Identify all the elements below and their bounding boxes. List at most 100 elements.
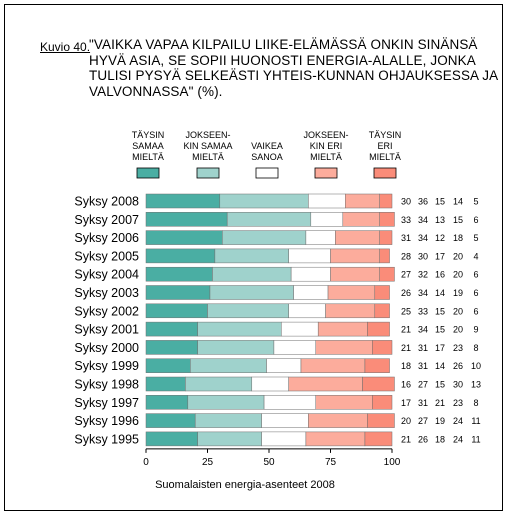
category-label: Syksy 1998	[74, 378, 139, 392]
x-axis: 0 25 50 75 100	[143, 448, 401, 468]
legend-label: ERI	[377, 141, 392, 151]
bar-vaikea-sanoa-syksy-1998	[251, 376, 289, 392]
bar-jokseenkin-eri-mielta-syksy-1997	[315, 395, 373, 410]
value-label: 16	[401, 380, 411, 390]
value-label: 11	[471, 416, 480, 426]
value-label: 34	[418, 288, 428, 298]
legend-label: JOKSEEN-	[303, 130, 348, 140]
value-label: 26	[453, 361, 463, 371]
bar-jokseenkin-samaa-mielta-syksy-1998	[185, 376, 253, 392]
category-label: Syksy 2006	[74, 231, 139, 245]
bar-vaikea-sanoa-syksy-2008	[308, 193, 346, 209]
value-label: 21	[401, 325, 411, 335]
bar-jokseenkin-samaa-mielta-syksy-1995	[197, 431, 262, 447]
value-label: 14	[453, 197, 463, 207]
bar-jokseenkin-eri-mielta-syksy-1995	[305, 431, 366, 447]
bar-taysin-samaa-mielta-syksy-1998	[145, 376, 186, 392]
bar-taysin-eri-mielta-syksy-2008	[379, 193, 393, 209]
bar-taysin-samaa-mielta-syksy-1997	[145, 395, 189, 410]
chart-bars	[145, 193, 395, 447]
bar-taysin-samaa-mielta-syksy-2000	[145, 340, 198, 355]
bar-vaikea-sanoa-syksy-1999	[266, 358, 302, 373]
bar-taysin-samaa-mielta-syksy-1995	[145, 431, 198, 447]
value-label: 27	[418, 380, 428, 390]
bar-taysin-samaa-mielta-syksy-2002	[145, 303, 208, 319]
legend-label: JOKSEEN-	[185, 130, 230, 140]
bar-jokseenkin-eri-mielta-syksy-2000	[315, 340, 373, 355]
bar-taysin-eri-mielta-syksy-2007	[379, 212, 395, 227]
bar-taysin-eri-mielta-syksy-2001	[367, 321, 390, 337]
value-label: 20	[453, 306, 463, 316]
x-tick-label: 75	[325, 457, 337, 468]
value-label: 17	[435, 343, 445, 353]
value-label: 24	[453, 434, 463, 444]
bar-vaikea-sanoa-syksy-2005	[288, 248, 331, 264]
bar-jokseenkin-eri-mielta-syksy-2003	[327, 285, 376, 300]
value-label: 34	[418, 233, 428, 243]
bar-taysin-eri-mielta-syksy-2002	[374, 303, 390, 319]
bar-vaikea-sanoa-syksy-2002	[288, 303, 326, 319]
value-label: 11	[471, 434, 480, 444]
value-label: 23	[453, 398, 463, 408]
bar-taysin-samaa-mielta-syksy-2005	[145, 248, 216, 264]
value-label: 13	[471, 380, 481, 390]
value-label: 19	[435, 416, 445, 426]
bar-taysin-eri-mielta-syksy-2004	[379, 266, 395, 282]
value-label: 5	[473, 233, 478, 243]
category-label: Syksy 1996	[74, 414, 139, 428]
bar-taysin-samaa-mielta-syksy-2001	[145, 321, 198, 337]
value-label: 33	[418, 306, 428, 316]
figure-title: "VAIKKA VAPAA KILPAILU LIIKE-ELÄMÄSSÄ ON…	[89, 37, 498, 99]
value-label: 20	[453, 325, 463, 335]
bar-vaikea-sanoa-syksy-1996	[261, 413, 309, 428]
value-label: 21	[401, 434, 411, 444]
value-label: 19	[453, 288, 463, 298]
bar-jokseenkin-samaa-mielta-syksy-2000	[197, 340, 275, 355]
value-label: 6	[473, 270, 478, 280]
legend-label: TÄYSIN	[369, 130, 402, 140]
category-label: Syksy 2008	[74, 195, 139, 209]
bar-jokseenkin-samaa-mielta-syksy-2007	[226, 212, 312, 227]
category-label: Syksy 2003	[74, 286, 139, 300]
value-label: 15	[453, 215, 463, 225]
x-tick-label: 0	[143, 457, 149, 468]
legend-label: SAMAA	[132, 141, 164, 151]
value-label: 6	[473, 306, 478, 316]
value-label: 31	[418, 361, 428, 371]
value-label: 26	[401, 288, 411, 298]
value-label: 15	[435, 306, 445, 316]
bar-jokseenkin-eri-mielta-syksy-1998	[288, 376, 363, 392]
value-label: 26	[418, 434, 428, 444]
bar-jokseenkin-eri-mielta-syksy-2007	[342, 212, 380, 227]
value-label: 24	[453, 416, 463, 426]
category-labels: Syksy 2008 Syksy 2007 Syksy 2006 Syksy 2005…	[74, 195, 139, 447]
bar-jokseenkin-samaa-mielta-syksy-1997	[187, 395, 265, 410]
value-label: 32	[418, 270, 428, 280]
legend-label: MIELTÄ	[192, 152, 224, 162]
category-label: Syksy 1995	[74, 432, 139, 446]
legend-label: KIN ERI	[310, 141, 343, 151]
bar-jokseenkin-eri-mielta-syksy-2002	[325, 303, 376, 319]
legend-label: MIELTÄ	[132, 152, 164, 162]
value-label: 8	[473, 343, 478, 353]
bar-taysin-samaa-mielta-syksy-1999	[145, 358, 191, 373]
bar-jokseenkin-eri-mielta-syksy-2001	[317, 321, 368, 337]
value-label: 20	[453, 251, 463, 261]
value-label: 30	[401, 197, 411, 207]
category-label: Syksy 1999	[74, 359, 139, 373]
bar-vaikea-sanoa-syksy-1995	[261, 431, 307, 447]
bar-taysin-eri-mielta-syksy-1995	[364, 431, 393, 447]
x-tick-label: 50	[263, 457, 275, 468]
category-label: Syksy 2004	[74, 268, 139, 282]
figure-label: Kuvio 40.	[40, 40, 91, 54]
x-tick-label: 100	[384, 457, 401, 468]
value-label: 27	[418, 416, 428, 426]
legend-label: KIN SAMAA	[183, 141, 232, 151]
value-label: 6	[473, 215, 478, 225]
category-label: Syksy 2001	[74, 323, 139, 337]
bar-jokseenkin-eri-mielta-syksy-2005	[330, 248, 380, 264]
legend-swatch-jokseenkin-samaa-mielta	[196, 167, 220, 179]
value-label: 30	[418, 251, 428, 261]
bar-taysin-samaa-mielta-syksy-2006	[145, 230, 223, 245]
